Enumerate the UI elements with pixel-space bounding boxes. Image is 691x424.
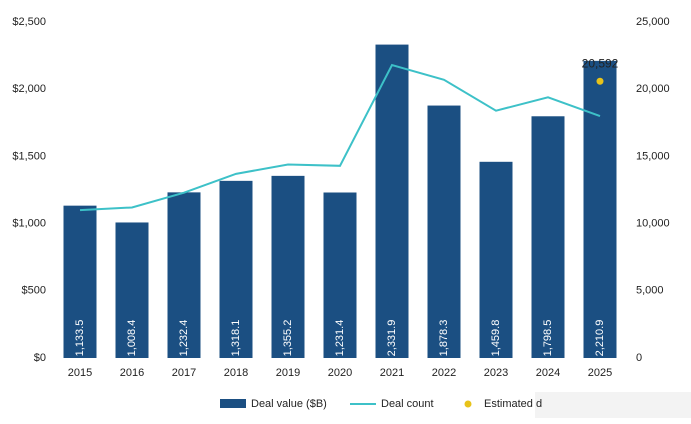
- y2-tick-label: 5,000: [636, 285, 664, 297]
- value-label: 1,133.5: [74, 320, 86, 357]
- x-tick-label: 2016: [120, 367, 144, 379]
- point-label: 20,592: [582, 56, 619, 70]
- bar: [531, 116, 565, 358]
- y-tick-label: $1,000: [12, 218, 46, 230]
- value-label: 1,231.4: [334, 320, 346, 357]
- y-tick-label: $2,500: [12, 16, 46, 28]
- bar: [271, 175, 305, 358]
- y2-tick-label: 0: [636, 352, 642, 364]
- legend-swatch: [464, 400, 472, 408]
- legend-label: Estimated d: [484, 398, 542, 410]
- bar: [375, 44, 409, 358]
- legend-label: Deal count: [381, 398, 434, 410]
- bar: [115, 222, 149, 358]
- y2-tick-label: 10,000: [636, 218, 670, 230]
- x-tick-label: 2020: [328, 367, 352, 379]
- bar: [583, 60, 617, 358]
- bar: [63, 205, 97, 358]
- y2-tick-label: 15,000: [636, 150, 670, 162]
- legend-label: Deal value ($B): [251, 398, 327, 410]
- bar: [479, 161, 513, 358]
- value-label: 1,798.5: [542, 320, 554, 357]
- y-tick-label: $1,500: [12, 150, 46, 162]
- value-label: 1,318.1: [230, 320, 242, 357]
- value-label: 1,878.3: [438, 320, 450, 357]
- bar: [219, 180, 253, 358]
- bar: [427, 105, 461, 358]
- value-label: 1,355.2: [282, 320, 294, 357]
- legend-swatch: [220, 399, 246, 408]
- y-tick-label: $500: [22, 285, 46, 297]
- y-tick-label: $2,000: [12, 83, 46, 95]
- x-tick-label: 2015: [68, 367, 92, 379]
- value-label: 1,232.4: [178, 320, 190, 357]
- value-label: 2,210.9: [594, 320, 606, 357]
- x-tick-label: 2018: [224, 367, 248, 379]
- point: [596, 77, 604, 85]
- x-tick-label: 2024: [536, 367, 560, 379]
- y2-tick-label: 20,000: [636, 83, 670, 95]
- y2-tick-label: 25,000: [636, 16, 670, 28]
- value-label: 2,331.9: [386, 320, 398, 357]
- x-tick-label: 2017: [172, 367, 196, 379]
- x-tick-label: 2022: [432, 367, 456, 379]
- value-label: 1,008.4: [126, 320, 138, 357]
- bar: [323, 192, 357, 358]
- y-tick-label: $0: [34, 352, 46, 364]
- x-tick-label: 2025: [588, 367, 612, 379]
- blurred-area: [535, 392, 691, 418]
- x-tick-label: 2021: [380, 367, 404, 379]
- bar: [167, 192, 201, 358]
- x-tick-label: 2019: [276, 367, 300, 379]
- line: [79, 63, 601, 212]
- value-label: 1,459.8: [490, 320, 502, 357]
- x-tick-label: 2023: [484, 367, 508, 379]
